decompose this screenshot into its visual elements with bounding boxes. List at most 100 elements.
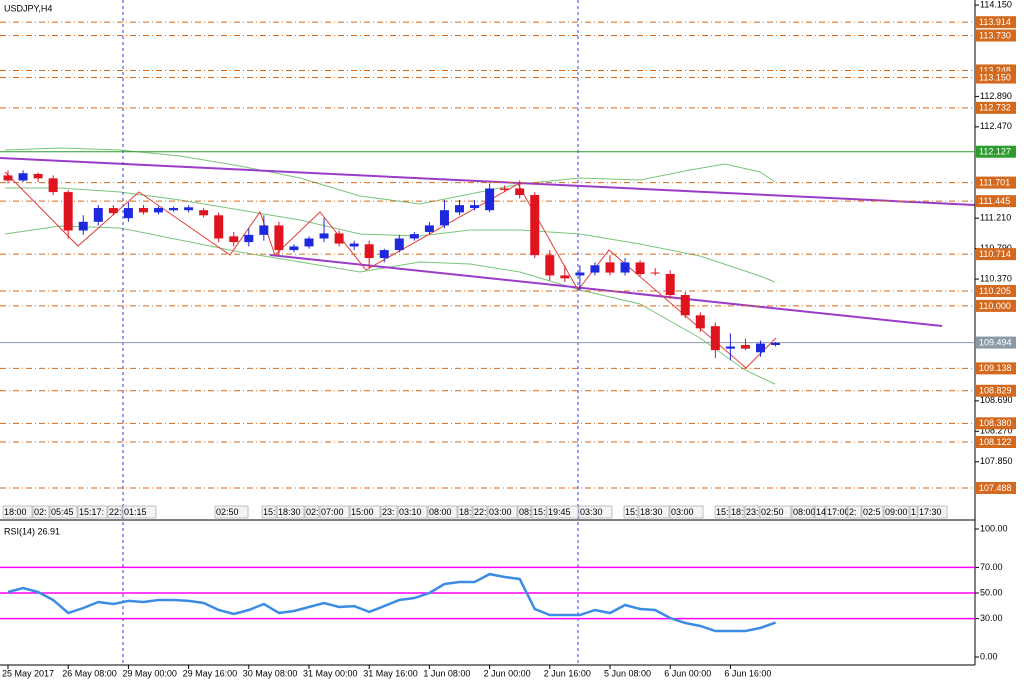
level-label: 108.380 xyxy=(979,418,1012,428)
time-marker-box xyxy=(847,505,862,519)
candle-body xyxy=(364,244,374,259)
time-marker: 18: xyxy=(459,507,472,517)
candle-body xyxy=(123,208,133,219)
candle-body xyxy=(665,273,675,296)
time-marker: 03:00 xyxy=(671,507,694,517)
y-tick-label: 110.790 xyxy=(980,243,1012,253)
indicators xyxy=(0,0,976,665)
time-marker-box xyxy=(32,505,50,519)
time-marker: 03:30 xyxy=(580,507,603,517)
level-tag xyxy=(976,71,1016,84)
candle-body xyxy=(78,221,88,231)
time-marker-box xyxy=(744,505,760,519)
time-marker-box xyxy=(122,505,157,519)
time-marker: 14: xyxy=(816,507,829,517)
time-marker: 01:15 xyxy=(124,507,147,517)
time-marker: 23: xyxy=(382,507,395,517)
candle-body xyxy=(108,208,118,214)
time-marker-box xyxy=(319,505,350,519)
candle-body xyxy=(93,208,103,222)
time-marker-box xyxy=(77,505,108,519)
candle-body xyxy=(304,238,314,247)
time-marker-box xyxy=(214,505,249,519)
level-label: 113.914 xyxy=(979,17,1011,27)
level-label: 112.732 xyxy=(979,103,1011,113)
level-tag xyxy=(976,145,1016,158)
candle-body xyxy=(575,272,585,276)
level-label: 110.714 xyxy=(979,249,1011,259)
y-tick-label: 108.270 xyxy=(980,426,1013,436)
time-marker: 15: xyxy=(625,507,638,517)
candle-body xyxy=(710,326,720,351)
candle-body xyxy=(349,243,359,247)
candle-body xyxy=(530,194,540,256)
candle-body xyxy=(500,188,510,190)
level-tag xyxy=(976,195,1016,208)
level-label: 107.488 xyxy=(979,483,1012,493)
y-tick-label: 110.370 xyxy=(980,273,1012,283)
candle-body xyxy=(334,233,344,244)
candle-body xyxy=(545,255,555,276)
candle-body xyxy=(756,343,765,353)
candle-body xyxy=(695,315,705,329)
x-tick-label: 29 May 16:00 xyxy=(183,668,238,678)
time-marker-box xyxy=(714,505,730,519)
x-tick-label: 5 Jun 08:00 xyxy=(604,668,651,678)
level-label: 108.829 xyxy=(979,386,1012,396)
level-tag xyxy=(976,481,1016,494)
time-marker-box xyxy=(917,505,948,519)
time-marker: 17:30 xyxy=(919,507,942,517)
level-tag xyxy=(976,248,1016,261)
time-marker: 22: xyxy=(474,507,487,517)
time-marker: 22: xyxy=(109,507,122,517)
time-marker-box xyxy=(276,505,305,519)
candle-body xyxy=(605,262,615,273)
candle-body xyxy=(740,345,750,349)
time-marker: 15: xyxy=(533,507,546,517)
y-tick-label: 100.00 xyxy=(980,523,1008,533)
candle-body xyxy=(154,208,163,213)
y-tick-label: 30.00 xyxy=(980,613,1003,623)
time-marker-box xyxy=(814,505,826,519)
trend-line-upper xyxy=(0,157,976,206)
time-marker-box xyxy=(457,505,473,519)
level-label: 112.127 xyxy=(979,147,1011,157)
candle-body xyxy=(319,233,329,239)
level-tag xyxy=(976,29,1016,42)
time-marker-box xyxy=(517,505,532,519)
candle-body xyxy=(169,208,179,211)
time-marker-box xyxy=(578,505,613,519)
x-tick-label: 2 Jun 16:00 xyxy=(544,668,591,678)
time-marker: 15: xyxy=(716,507,729,517)
time-marker-box xyxy=(380,505,398,519)
candle-body xyxy=(424,225,434,232)
candle-body xyxy=(199,210,209,216)
time-marker: 18:30 xyxy=(278,507,301,517)
time-marker-box xyxy=(531,505,547,519)
time-marker: 15:00 xyxy=(351,507,374,517)
time-marker-box xyxy=(49,505,78,519)
time-marker-box xyxy=(883,505,910,519)
bollinger-middle xyxy=(5,187,776,283)
time-marker: 18: xyxy=(731,507,744,517)
level-tag xyxy=(976,384,1016,397)
x-tick-label: 30 May 08:00 xyxy=(243,668,298,678)
candle-body xyxy=(33,173,43,179)
zigzag xyxy=(4,171,777,369)
y-tick-label: 114.150 xyxy=(980,0,1012,9)
bollinger-upper xyxy=(4,147,776,205)
level-tag xyxy=(976,299,1016,312)
level-label: 113.150 xyxy=(979,72,1011,82)
candle-body xyxy=(184,207,194,211)
time-marker: 08:00 xyxy=(429,507,452,517)
time-marker-box xyxy=(909,505,918,519)
level-tag xyxy=(976,362,1016,375)
time-marker-box xyxy=(825,505,848,519)
x-tick-label: 26 May 08:00 xyxy=(62,668,117,678)
time-marker-box xyxy=(546,505,579,519)
candle-body xyxy=(18,173,28,181)
time-marker-box xyxy=(397,505,428,519)
candle-body xyxy=(590,265,600,273)
candle-body xyxy=(3,175,13,181)
